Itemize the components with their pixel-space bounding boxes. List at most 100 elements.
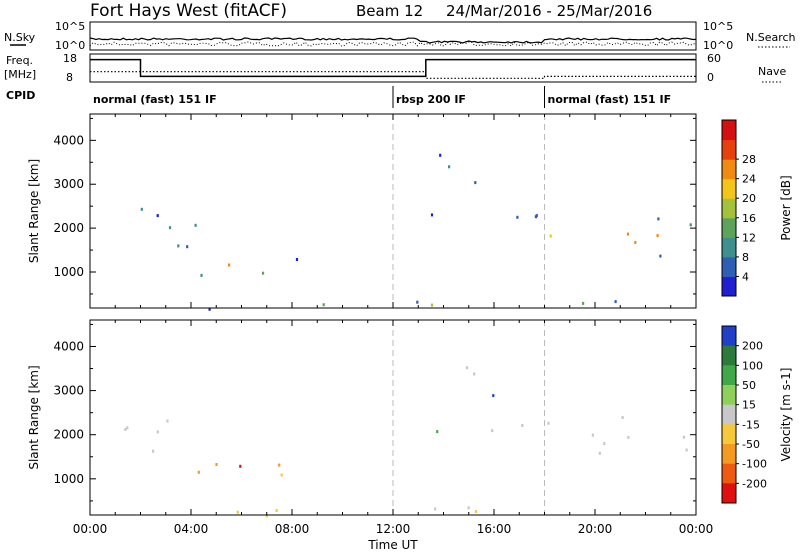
x-tick-label: 00:00 <box>679 522 714 536</box>
echo-cell <box>156 214 159 218</box>
x-tick-label: 12:00 <box>376 522 411 536</box>
echo-cell <box>322 303 325 307</box>
x-tick-label: 20:00 <box>578 522 613 536</box>
echo-cell <box>467 506 470 510</box>
colorbar-tick-label: -100 <box>742 458 767 471</box>
beam-label: Beam 12 <box>356 2 423 20</box>
sky-panel-frame <box>89 21 697 51</box>
panel-power: 1000 2000 3000 4000 Slant Range [km] <box>27 113 697 311</box>
colorbar-swatch <box>722 120 736 141</box>
nave-series <box>90 71 696 79</box>
colorbar-swatch <box>722 326 736 347</box>
echo-cell <box>627 435 630 439</box>
echo-cell <box>682 435 685 439</box>
echo-cell <box>236 510 239 514</box>
y-tick-label: 2000 <box>53 221 84 235</box>
x-tick-label: 16:00 <box>477 522 512 536</box>
echo-cell <box>439 153 442 157</box>
y-tick-label: 1000 <box>53 472 84 486</box>
y-tick-label: 3000 <box>53 384 84 398</box>
echo-cell <box>197 470 200 474</box>
echo-cell <box>280 473 283 477</box>
x-tick-label: 00:00 <box>73 522 108 536</box>
echo-cell <box>492 394 495 398</box>
colorbar-swatch <box>722 276 736 297</box>
echo-cell <box>265 514 268 518</box>
colorbar-tick-label: 15 <box>742 399 756 412</box>
echo-cell <box>598 451 601 455</box>
cpid-segment-label: rbsp 200 IF <box>396 93 466 106</box>
colorbar-tick-label: 200 <box>742 340 763 353</box>
nsky-label: N.Sky <box>4 31 36 44</box>
echo-cell <box>634 241 637 244</box>
echo-cell <box>168 226 172 230</box>
echo-cell <box>261 271 265 275</box>
echo-cell <box>685 448 688 452</box>
colorbar-swatch <box>722 444 736 465</box>
y-tick-label: 1000 <box>53 265 84 279</box>
echo-cell <box>126 426 129 430</box>
freq-series <box>90 58 696 78</box>
colorbar-label: Velocity [m s-1] <box>779 368 793 462</box>
nsky-series <box>89 37 697 44</box>
nsearch-tick-top: 10^5 <box>703 20 733 33</box>
colorbar-tick-label: 50 <box>742 379 756 392</box>
echo-cell <box>535 214 538 218</box>
colorbar-tick-label: -50 <box>742 438 760 451</box>
cpid-label: CPID <box>6 89 35 102</box>
freq-panel-frame <box>89 53 697 83</box>
y-tick-label: 4000 <box>53 133 84 147</box>
echo-cell <box>549 234 552 238</box>
nave-tick-top: 60 <box>707 52 721 65</box>
colorbar-swatch <box>722 463 736 484</box>
colorbar-swatch <box>722 483 736 504</box>
echo-cell <box>473 372 476 376</box>
colorbar-swatch <box>722 404 736 425</box>
echo-cell <box>430 213 434 217</box>
y-axis-label: Slant Range [km] <box>27 365 41 469</box>
echo-cell <box>166 419 169 423</box>
colorbar-tick-label: -200 <box>742 477 767 490</box>
echo-cell <box>582 301 585 305</box>
colorbar-tick-label: -15 <box>742 418 760 431</box>
nsearch-label: N.Search <box>746 31 796 44</box>
echo-cell <box>434 507 437 511</box>
colorbar-swatch <box>722 217 736 238</box>
echo-cell <box>140 207 143 211</box>
echo-cell <box>621 416 624 419</box>
colorbar-velocity: 200 100 50 15 -15 -50 -100 -200 Velocity [m s-1] <box>721 325 793 504</box>
echo-cell <box>208 307 211 311</box>
cpid-segment-label: normal (fast) 151 IF <box>548 93 672 106</box>
colorbar-power: 4 8 12 16 20 24 28 Power [dB] <box>721 119 793 297</box>
nsearch-tick-bottom: 10^0 <box>703 39 733 52</box>
colorbar-swatch <box>722 345 736 366</box>
freq-unit-label: [MHz] <box>4 68 36 81</box>
x-tick-label: 04:00 <box>174 522 209 536</box>
colorbar-tick-label: 8 <box>742 251 749 264</box>
echo-cell <box>215 463 218 466</box>
echo-cell <box>516 215 519 219</box>
colorbar-tick-label: 28 <box>742 153 756 166</box>
colorbars: 4 8 12 16 20 24 28 Power [dB] 200 100 50 15 -15 -50 -1… <box>721 119 793 504</box>
colorbar-tick-label: 100 <box>742 359 763 372</box>
date-range: 24/Mar/2016 - 25/Mar/2016 <box>446 2 652 20</box>
colorbar-label: Power [dB] <box>779 175 793 240</box>
colorbar-swatch <box>722 139 736 160</box>
y-tick-label: 2000 <box>53 428 84 442</box>
echo-cell <box>124 428 127 431</box>
time-axis: 00:00 04:00 08:00 12:00 16:00 20:00 00:00 Time … <box>73 522 714 552</box>
y-axis-label: Slant Range [km] <box>27 159 41 263</box>
echo-cell <box>657 217 660 221</box>
cpid-segments: normal (fast) 151 IF rbsp 200 IF normal (f… <box>93 86 671 108</box>
colorbar-swatch <box>722 424 736 445</box>
cpid-segment-label: normal (fast) 151 IF <box>93 93 217 106</box>
colorbar-swatch <box>722 385 736 406</box>
echo-cell <box>278 463 281 467</box>
nave-tick-bottom: 0 <box>707 71 714 84</box>
echo-cell <box>689 223 692 227</box>
freq-label: Freq. <box>6 54 33 67</box>
echo-cell <box>186 245 189 249</box>
echo-cell <box>430 303 434 307</box>
colorbar-tick-label: 20 <box>742 192 756 205</box>
